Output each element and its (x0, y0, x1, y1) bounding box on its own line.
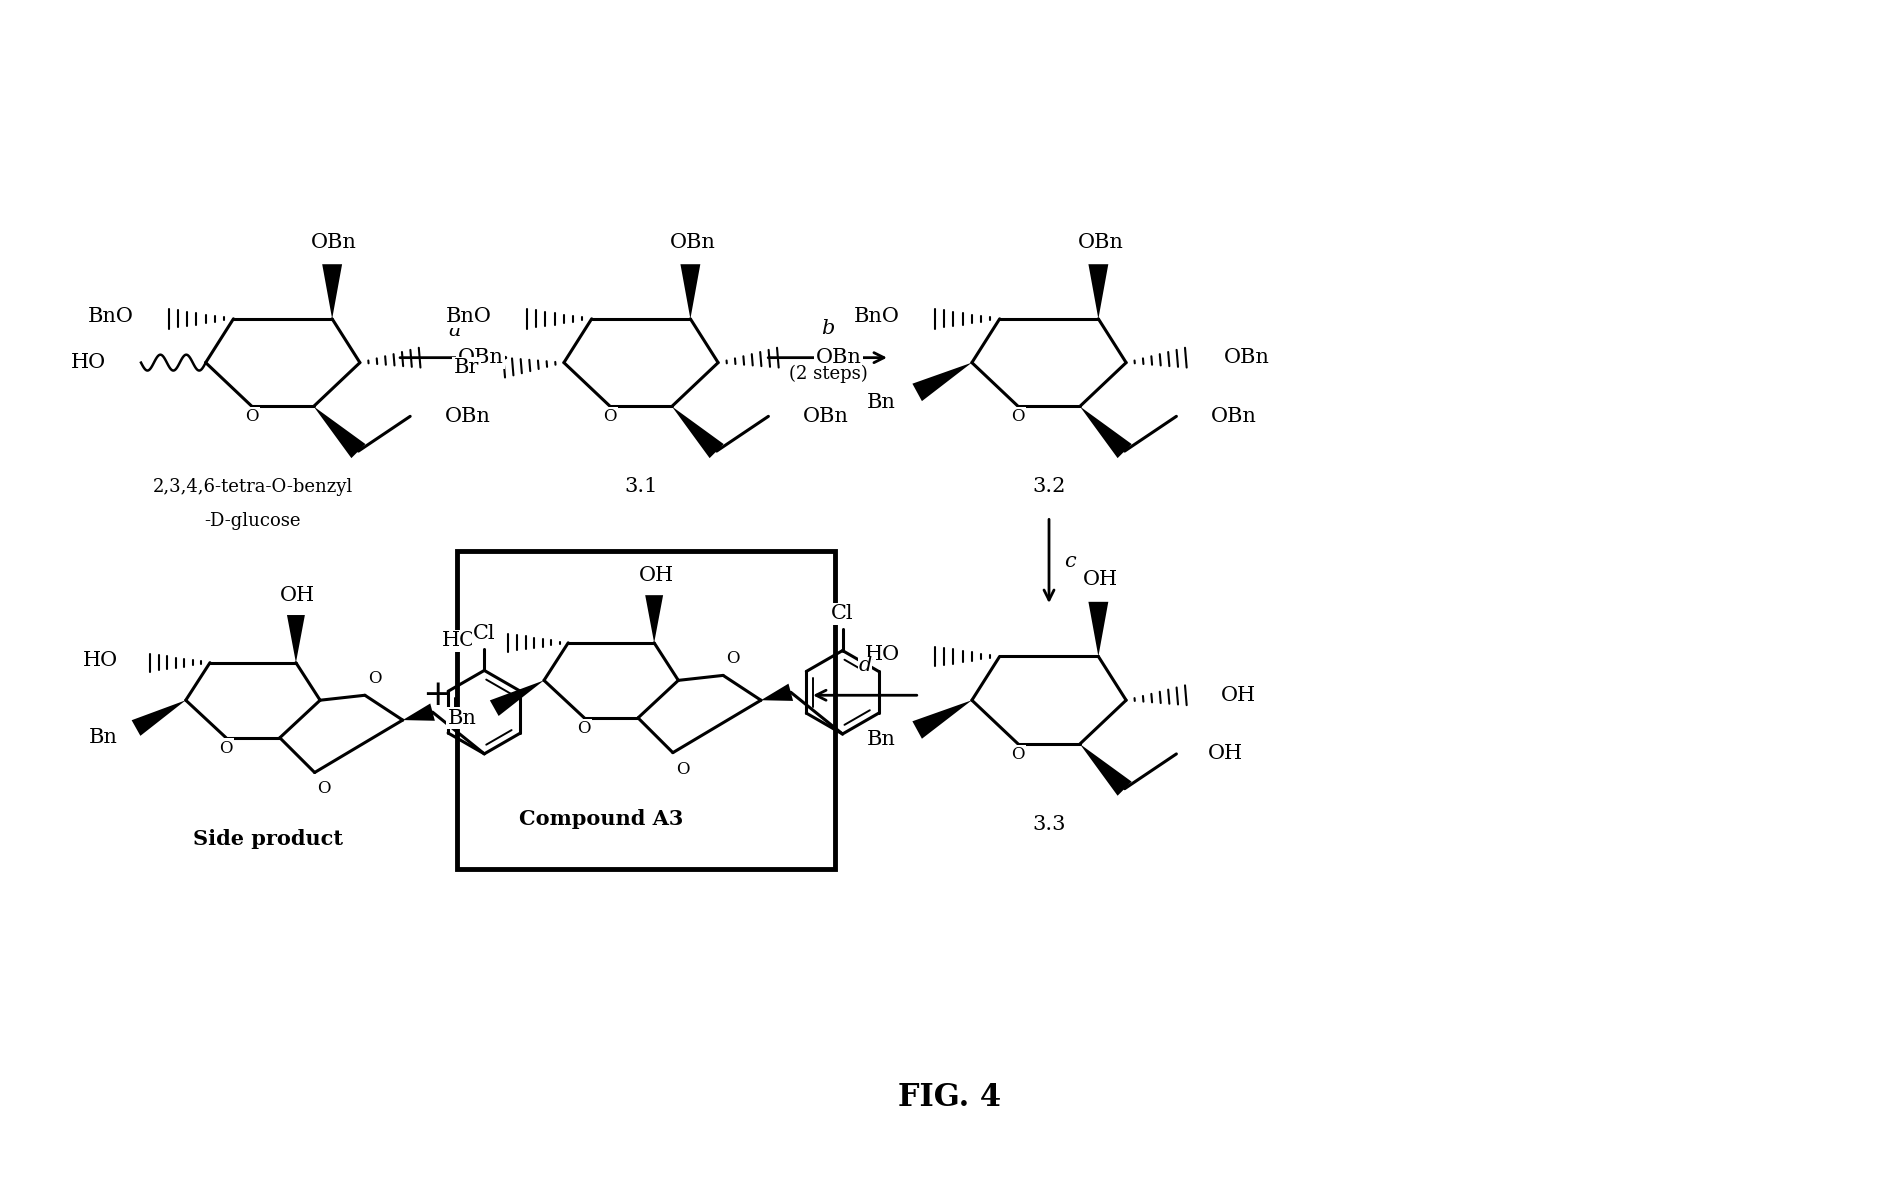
Text: d: d (858, 657, 871, 676)
Text: (2 steps): (2 steps) (788, 365, 867, 383)
Text: O: O (1012, 746, 1025, 763)
Text: O: O (368, 671, 381, 687)
Text: Br: Br (454, 358, 478, 377)
Text: OH: OH (281, 586, 315, 605)
Text: Bn: Bn (865, 730, 894, 750)
Text: HO: HO (865, 645, 900, 664)
Polygon shape (761, 684, 793, 700)
Text: Bn: Bn (89, 729, 118, 748)
Text: OBn: OBn (1076, 233, 1124, 252)
Text: 3.1: 3.1 (624, 477, 657, 496)
Text: O: O (317, 781, 330, 797)
Polygon shape (1088, 265, 1108, 319)
Text: 2,3,4,6-tetra-O-benzyl: 2,3,4,6-tetra-O-benzyl (152, 478, 353, 496)
Text: OBn: OBn (1222, 348, 1270, 367)
Text: O: O (676, 761, 689, 777)
Polygon shape (911, 700, 972, 739)
Text: HO: HO (70, 353, 106, 372)
Text: Bn: Bn (865, 393, 894, 412)
Text: O: O (577, 720, 590, 737)
Text: OH: OH (1220, 686, 1255, 705)
Text: OBn: OBn (1211, 406, 1256, 426)
Polygon shape (911, 363, 972, 402)
Text: OBn: OBn (803, 406, 848, 426)
Text: OH: OH (1082, 570, 1118, 589)
Text: O: O (1012, 409, 1025, 425)
Polygon shape (1080, 744, 1131, 796)
Polygon shape (287, 615, 306, 663)
Text: -D-glucose: -D-glucose (205, 513, 302, 530)
Polygon shape (131, 700, 186, 736)
Text: HO: HO (84, 651, 118, 670)
Text: 3.2: 3.2 (1033, 477, 1065, 496)
Text: O: O (218, 739, 233, 757)
Polygon shape (679, 265, 700, 319)
Text: c: c (1063, 552, 1074, 570)
Text: 3.3: 3.3 (1033, 815, 1065, 834)
Text: BnO: BnO (446, 307, 492, 326)
Text: BnO: BnO (854, 307, 900, 326)
Text: FIG. 4: FIG. 4 (898, 1082, 1000, 1113)
Text: +: + (421, 678, 452, 712)
Text: OBn: OBn (444, 406, 490, 426)
Polygon shape (313, 406, 364, 458)
Text: a: a (448, 321, 461, 340)
Text: Cl: Cl (473, 625, 495, 644)
Text: Bn: Bn (448, 709, 476, 727)
Polygon shape (490, 680, 543, 716)
Text: Compound A3: Compound A3 (518, 809, 683, 829)
Polygon shape (672, 406, 723, 458)
Polygon shape (645, 595, 662, 642)
Text: Side product: Side product (194, 829, 344, 849)
Text: OBn: OBn (670, 233, 716, 252)
Text: OBn: OBn (457, 348, 503, 367)
Text: O: O (725, 651, 738, 667)
Text: O: O (245, 409, 258, 425)
Text: O: O (604, 409, 617, 425)
Text: OH: OH (1207, 744, 1243, 763)
Bar (457, 552, 835, 869)
Polygon shape (1080, 406, 1131, 458)
Polygon shape (402, 704, 435, 720)
Text: BnO: BnO (87, 307, 135, 326)
Text: b: b (822, 319, 835, 338)
Polygon shape (323, 265, 342, 319)
Text: OBn: OBn (311, 233, 357, 252)
Text: OH: OH (638, 566, 674, 585)
Text: Cl: Cl (831, 605, 854, 624)
Text: OBn: OBn (816, 348, 862, 367)
Text: HO: HO (440, 632, 476, 651)
Polygon shape (1088, 602, 1108, 657)
